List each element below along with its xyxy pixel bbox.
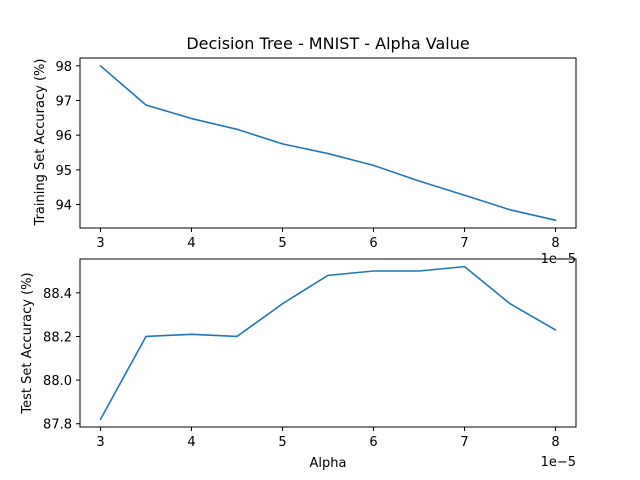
test-x-tick-label: 8 [551,435,559,450]
training-y-tick-label: 97 [55,95,72,110]
test-y-tick-label: 88.0 [43,374,72,389]
test-x-tick-label: 4 [187,435,195,450]
test-x-tick-label: 3 [96,435,104,450]
test-x-scale-label: 1e−5 [541,455,576,470]
test-y-tick-label: 88.4 [43,287,72,302]
test-series-line [99,265,557,421]
test-x-tick-label: 5 [278,435,286,450]
training-x-tick-label: 7 [460,236,468,251]
training-y-tick-label: 94 [55,199,72,214]
training-accuracy-subplot: Decision Tree - MNIST - Alpha Value Trai… [33,34,577,267]
training-axes-frame [79,57,577,229]
test-axes-frame [79,258,577,428]
chart-title: Decision Tree - MNIST - Alpha Value [186,34,469,53]
test-x-tick-label: 7 [460,435,468,450]
training-y-tick-label: 95 [55,164,72,179]
test-x-tick-label: 6 [369,435,377,450]
training-y-tick-label: 98 [55,60,72,75]
training-y-axis-label: Training Set Accuracy (%) [33,59,48,227]
training-series-line [99,65,557,221]
x-axis-label: Alpha [310,456,347,471]
test-y-tick-label: 87.8 [43,418,72,433]
test-y-axis-label: Test Set Accuracy (%) [20,272,35,414]
test-y-tick-label: 88.2 [43,330,72,345]
training-x-tick-label: 3 [96,236,104,251]
training-y-tick-label: 96 [55,129,72,144]
training-x-tick-label: 5 [278,236,286,251]
training-x-tick-label: 6 [369,236,377,251]
test-accuracy-subplot: Test Set Accuracy (%) Alpha 1e−5 3 4 5 6 7 88… [20,258,577,471]
training-x-tick-label: 4 [187,236,195,251]
training-x-tick-label: 8 [551,236,559,251]
